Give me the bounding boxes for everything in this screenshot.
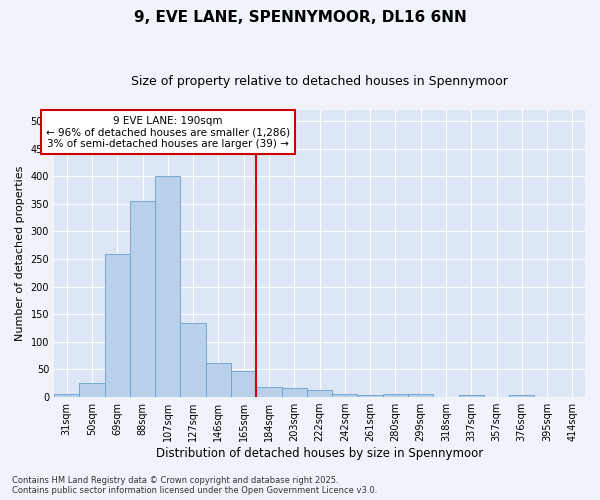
Bar [332,394,358,397]
Y-axis label: Number of detached properties: Number of detached properties [15,166,25,341]
Text: 9 EVE LANE: 190sqm
← 96% of detached houses are smaller (1,286)
3% of semi-detac: 9 EVE LANE: 190sqm ← 96% of detached hou… [46,116,290,148]
Bar [54,394,79,397]
Bar [231,370,256,397]
Bar [206,363,231,397]
Bar [358,395,383,397]
Bar [535,396,560,397]
Title: Size of property relative to detached houses in Spennymoor: Size of property relative to detached ho… [131,75,508,88]
Bar [130,201,155,397]
Bar [383,394,408,397]
Text: 9, EVE LANE, SPENNYMOOR, DL16 6NN: 9, EVE LANE, SPENNYMOOR, DL16 6NN [134,10,466,25]
Bar [509,395,535,397]
Bar [560,396,585,397]
Bar [256,387,281,397]
Text: Contains HM Land Registry data © Crown copyright and database right 2025.
Contai: Contains HM Land Registry data © Crown c… [12,476,377,495]
Bar [307,390,332,397]
Bar [458,395,484,397]
Bar [484,396,509,397]
Bar [408,394,433,397]
Bar [79,384,104,397]
X-axis label: Distribution of detached houses by size in Spennymoor: Distribution of detached houses by size … [156,447,483,460]
Bar [155,176,181,397]
Bar [181,322,206,397]
Bar [104,254,130,397]
Bar [281,388,307,397]
